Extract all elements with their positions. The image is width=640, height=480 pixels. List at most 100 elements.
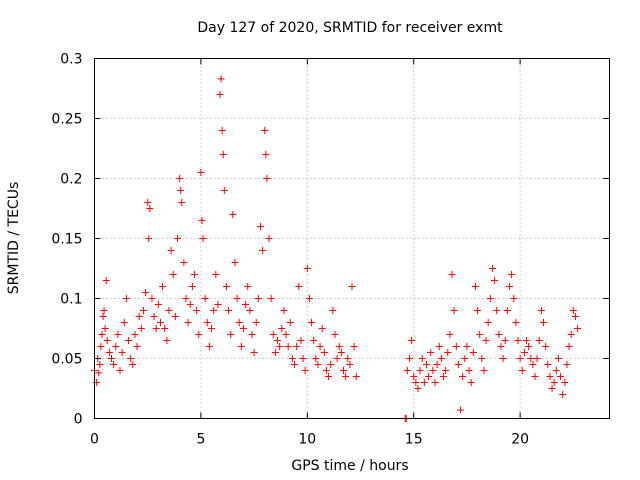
data-point [242, 301, 250, 308]
data-point [454, 361, 462, 368]
data-point [156, 319, 164, 326]
data-point [448, 271, 456, 278]
data-point [231, 259, 239, 266]
data-point [450, 307, 458, 314]
data-point [216, 91, 224, 98]
data-point [271, 349, 279, 356]
y-axis-label: SRMTID / TECUs [6, 182, 22, 295]
data-point [131, 331, 139, 338]
data-point [320, 349, 328, 356]
data-point [152, 325, 160, 332]
data-point [412, 379, 420, 386]
data-point [144, 199, 152, 206]
data-point [100, 307, 108, 314]
y-tick-label: 0.05 [51, 352, 82, 368]
x-tick-label: 20 [511, 432, 529, 448]
data-point [269, 331, 277, 338]
data-point [293, 343, 301, 350]
data-point [476, 331, 484, 338]
data-point [465, 367, 473, 374]
data-point [565, 343, 573, 350]
data-point [146, 205, 154, 212]
data-point [177, 187, 185, 194]
data-point [512, 319, 520, 326]
data-point [299, 355, 307, 362]
data-point [291, 361, 299, 368]
data-point [142, 289, 150, 296]
data-point [122, 295, 130, 302]
y-tick-label: 0.3 [60, 52, 82, 68]
data-point [548, 385, 556, 392]
data-point [278, 325, 286, 332]
data-point [125, 337, 133, 344]
data-point [217, 75, 225, 83]
data-point [274, 337, 282, 344]
data-point [227, 331, 235, 338]
data-point [482, 337, 490, 344]
x-tick-label: 15 [405, 432, 423, 448]
data-point [129, 361, 137, 368]
data-point [308, 319, 316, 326]
y-tick-label: 0.25 [51, 112, 82, 128]
data-point [471, 283, 479, 290]
data-point [344, 355, 352, 362]
data-point [262, 151, 270, 158]
data-point [112, 343, 120, 350]
data-point [325, 373, 333, 380]
data-point [557, 373, 565, 380]
data-point [405, 355, 413, 362]
data-point [342, 373, 350, 380]
data-point [154, 301, 162, 308]
data-point [114, 331, 122, 338]
data-point [529, 361, 537, 368]
data-point [263, 175, 271, 182]
data-point [497, 343, 505, 350]
data-point [239, 325, 247, 332]
data-point [499, 355, 507, 362]
data-points [91, 75, 582, 422]
data-point [337, 349, 345, 356]
data-point [218, 127, 226, 134]
data-point [339, 367, 347, 374]
data-point [420, 379, 428, 386]
data-point [333, 355, 341, 362]
data-point [552, 367, 560, 374]
data-point [173, 235, 181, 242]
x-tick-label: 0 [90, 432, 99, 448]
data-point [108, 355, 116, 362]
x-tick-label: 5 [196, 432, 205, 448]
data-point [301, 367, 309, 374]
x-tick-label: 10 [298, 432, 316, 448]
data-point [331, 331, 339, 338]
data-point [265, 235, 273, 242]
data-point [297, 337, 305, 344]
data-point [474, 307, 482, 314]
data-point [222, 283, 230, 290]
data-point [276, 343, 284, 350]
data-point [442, 367, 450, 374]
data-point [248, 331, 256, 338]
data-point [199, 235, 207, 242]
data-point [197, 169, 205, 176]
data-point [261, 127, 269, 134]
data-point [544, 361, 552, 368]
data-point [116, 367, 124, 374]
data-point [212, 271, 220, 278]
data-point [135, 313, 143, 320]
data-point [210, 307, 218, 314]
data-point [105, 349, 113, 356]
data-point [567, 331, 575, 338]
data-point [514, 337, 522, 344]
data-point [316, 343, 324, 350]
data-point [184, 319, 192, 326]
data-point [102, 277, 110, 284]
data-point [327, 361, 335, 368]
y-axis-ticks: 0 0.05 0.1 0.15 0.2 0.25 0.3 [51, 52, 610, 428]
data-point [459, 373, 467, 380]
x-axis-label: GPS time / hours [291, 458, 408, 474]
data-point [182, 295, 190, 302]
data-point [429, 367, 437, 374]
data-point [352, 373, 360, 380]
data-point [416, 367, 424, 374]
data-point [531, 373, 539, 380]
